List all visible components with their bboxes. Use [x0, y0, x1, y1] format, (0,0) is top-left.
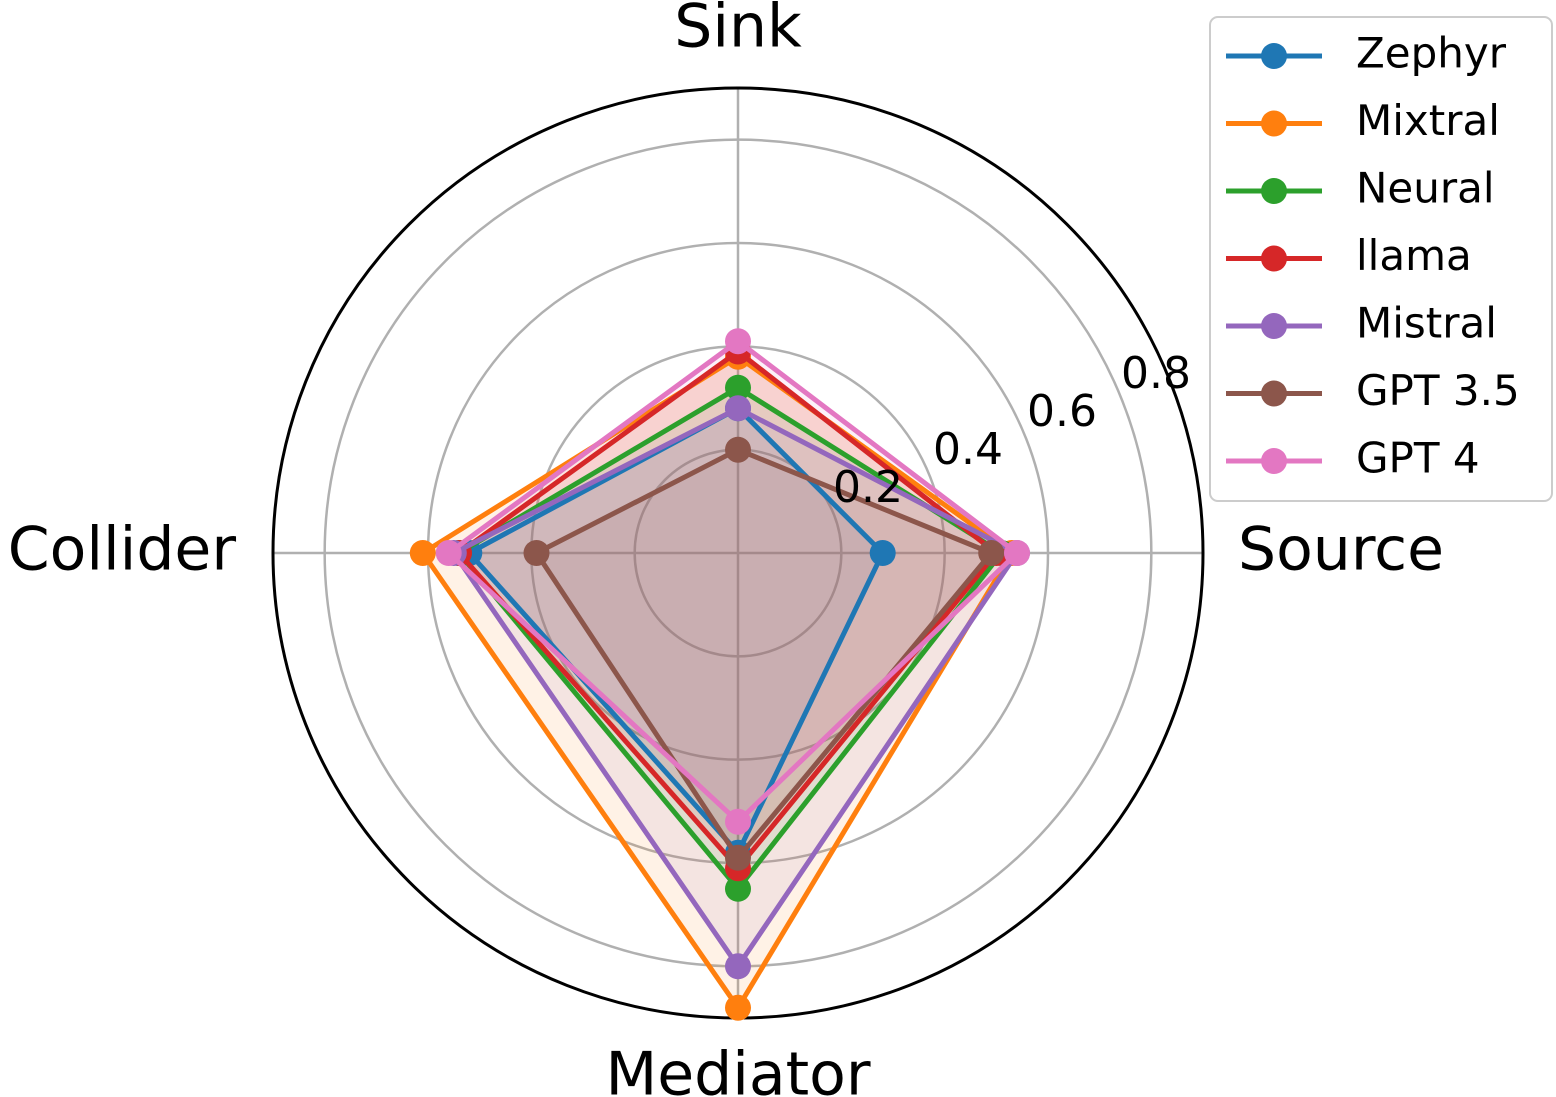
- legend-item: Mixtral: [1226, 96, 1500, 145]
- data-point: [1004, 540, 1030, 566]
- data-point: [725, 844, 751, 871]
- axis-label-collider: Collider: [8, 515, 237, 585]
- legend-marker: [1261, 178, 1287, 204]
- legend-item: GPT 3.5: [1226, 366, 1520, 415]
- series-fill: [469, 408, 883, 853]
- legend: Zephyr Mixtral Neural llama Mistral GPT 3.5 GP…: [1209, 16, 1553, 502]
- radial-tick-labels: 0.2 0.4 0.6 0.8: [833, 348, 1191, 513]
- data-point: [869, 540, 896, 566]
- data-point: [725, 374, 751, 401]
- data-point: [725, 328, 751, 355]
- data-point: [435, 540, 462, 566]
- legend-item: Zephyr: [1226, 29, 1507, 78]
- legend-marker: [1261, 313, 1287, 339]
- axis-label-sink: Sink: [674, 0, 802, 62]
- legend-marker: [1261, 43, 1287, 69]
- series-lines: [409, 328, 1030, 1021]
- tick-label: 0.8: [1121, 348, 1191, 399]
- data-point: [523, 540, 550, 566]
- data-point: [725, 875, 751, 902]
- legend-marker: [1261, 110, 1287, 137]
- legend-label: Zephyr: [1356, 29, 1507, 78]
- legend-marker: [1261, 380, 1287, 407]
- series-fill: [459, 387, 1002, 889]
- data-point: [978, 540, 1005, 566]
- series-gpt-4: [435, 328, 1030, 835]
- data-point: [725, 953, 751, 980]
- axis-labels: Source Sink Collider Mediator: [8, 0, 1444, 1097]
- legend-label: Neural: [1356, 164, 1495, 213]
- legend-item: Mistral: [1226, 299, 1497, 348]
- tick-label: 0.4: [933, 424, 1003, 475]
- series-fill: [422, 356, 1012, 1008]
- legend-item: Neural: [1226, 164, 1495, 213]
- axis-label-mediator: Mediator: [605, 1040, 870, 1097]
- legend-label: GPT 4: [1356, 434, 1480, 483]
- data-point: [725, 808, 751, 835]
- legend-box: [1209, 16, 1553, 502]
- series-gpt-3-5: [523, 436, 1005, 871]
- legend-marker: [1261, 448, 1287, 474]
- legend-label: Mistral: [1356, 299, 1497, 348]
- data-point: [725, 436, 751, 463]
- legend-label: GPT 3.5: [1356, 366, 1520, 415]
- data-point: [725, 395, 751, 422]
- series-fills: [422, 341, 1017, 1008]
- legend-marker: [1261, 245, 1287, 272]
- data-point: [409, 540, 436, 566]
- tick-label: 0.6: [1027, 386, 1097, 437]
- axis-label-source: Source: [1238, 515, 1444, 585]
- legend-item: llama: [1226, 231, 1472, 280]
- legend-label: llama: [1356, 231, 1472, 280]
- data-point: [725, 994, 751, 1021]
- legend-item: GPT 4: [1226, 434, 1480, 483]
- tick-label: 0.2: [833, 462, 903, 513]
- legend-label: Mixtral: [1356, 96, 1500, 145]
